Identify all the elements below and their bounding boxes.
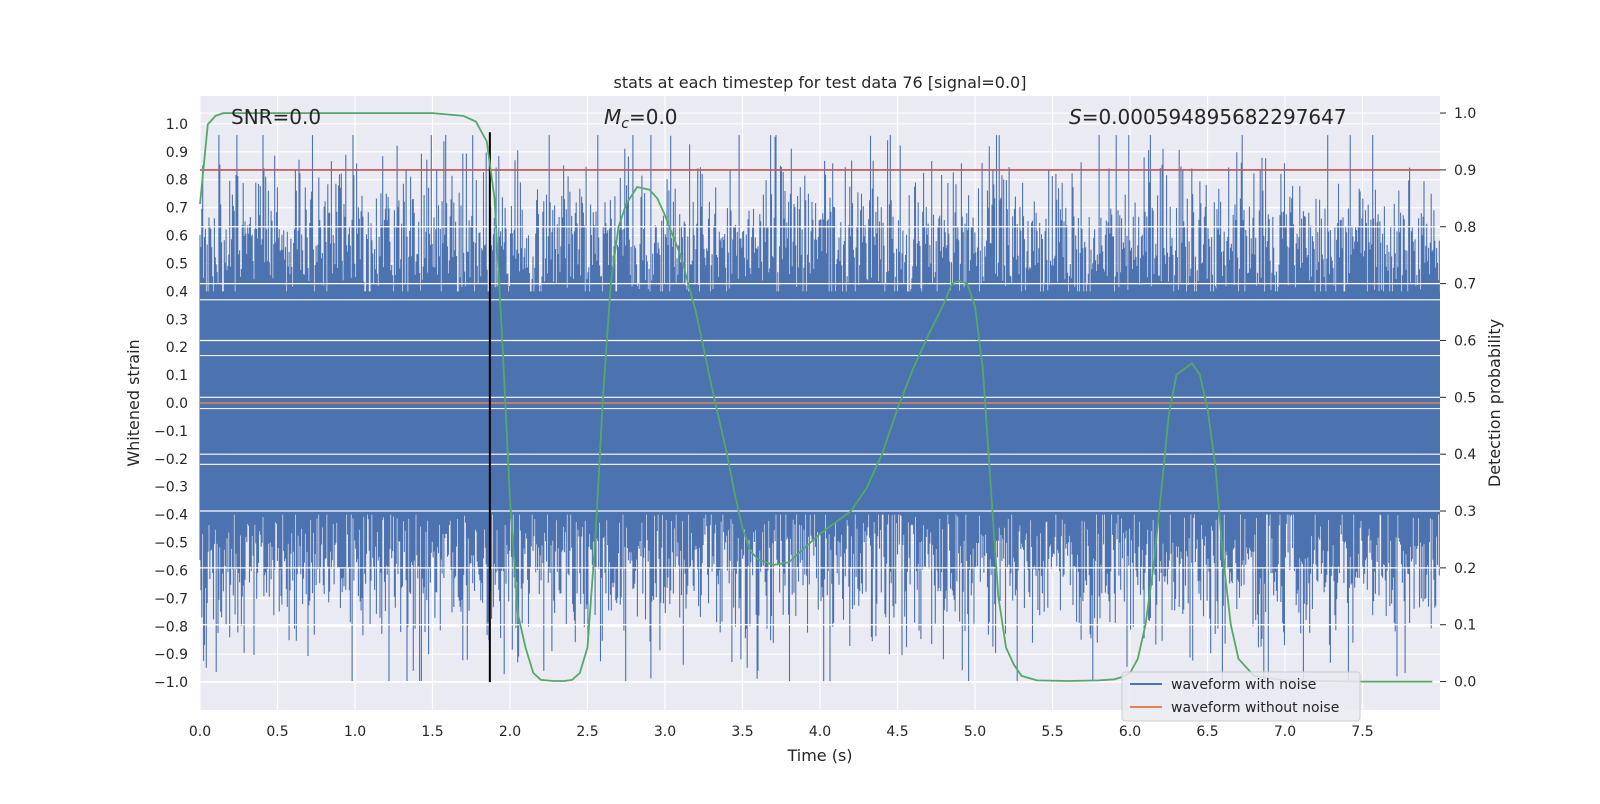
y2-tick-label: 0.7 [1454,277,1476,293]
y2-tick-label: 0.0 [1454,675,1476,691]
x-tick-label: 6.0 [1119,724,1141,740]
y2-tick-label: 0.3 [1454,504,1476,520]
y-tick-label: 0.6 [166,229,188,245]
x-tick-label: 7.5 [1351,724,1373,740]
y-tick-label: −0.3 [154,480,188,496]
y2-tick-label: 1.0 [1454,106,1476,122]
y2-axis-label: Detection probability [1485,319,1504,487]
y2-tick-label: 0.9 [1454,163,1476,179]
y-tick-label: −0.4 [154,508,188,524]
x-tick-label: 0.0 [189,724,211,740]
y-tick-label: −0.6 [154,563,188,579]
legend-label-noise: waveform with noise [1171,677,1316,693]
chart-title: stats at each timestep for test data 76 … [614,73,1027,92]
y-tick-label: −0.2 [154,452,188,468]
y-tick-label: −0.7 [154,591,188,607]
y-tick-label: 0.3 [166,312,188,328]
y2-tick-label: 0.5 [1454,390,1476,406]
detection-probability-line [199,112,1433,683]
x-tick-label: 2.0 [499,724,521,740]
y-tick-label: −0.1 [154,424,188,440]
y-tick-label: 0.9 [166,145,188,161]
y-tick-label: −0.5 [154,536,188,552]
x-tick-label: 1.5 [421,724,443,740]
y-tick-label: 0.1 [166,368,188,384]
snr-annotation: SNR=0.0 [231,105,321,129]
s-annotation: S=0.000594895682297647 [1069,105,1347,129]
x-tick-label: 3.0 [654,724,676,740]
y-axis-label: Whitened strain [124,339,143,466]
y-tick-label: −1.0 [154,675,188,691]
legend: waveform with noise waveform without noi… [1121,671,1361,722]
x-tick-label: 5.5 [1041,724,1063,740]
x-tick-label: 4.0 [809,724,831,740]
y-tick-label: −0.8 [154,619,188,635]
overlay-layer [199,112,1440,683]
y-tick-label: 0.8 [166,173,188,189]
y-tick-label: 0.0 [166,396,188,412]
x-tick-label: 2.5 [576,724,598,740]
y-tick-label: 0.7 [166,201,188,217]
x-tick-label: 7.0 [1274,724,1296,740]
x-axis-label: Time (s) [786,746,852,765]
y2-tick-label: 0.4 [1454,447,1476,463]
x-tick-label: 6.5 [1196,724,1218,740]
y-tick-label: 1.0 [166,117,188,133]
y-tick-label: 0.5 [166,256,188,272]
x-tick-label: 1.0 [344,724,366,740]
axis-layer: 0.0 0.5 1.0 1.5 2.0 2.5 3.0 3.5 4.0 4.5 5.0 5.5 6.0 6… [154,106,1476,740]
x-tick-label: 5.0 [964,724,986,740]
x-tick-label: 0.5 [266,724,288,740]
mc-annotation: Mc=0.0 [604,105,678,132]
y-tick-label: 0.4 [166,284,188,300]
y2-tick-label: 0.2 [1454,561,1476,577]
y2-tick-label: 0.6 [1454,333,1476,349]
x-tick-label: 4.5 [886,724,908,740]
y-tick-label: 0.2 [166,340,188,356]
y2-tick-label: 0.8 [1454,220,1476,236]
x-tick-label: 3.5 [731,724,753,740]
y2-tick-label: 0.1 [1454,618,1476,634]
legend-label-clean: waveform without noise [1171,700,1339,716]
legend-box [1121,671,1361,722]
y-tick-label: −0.9 [154,647,188,663]
